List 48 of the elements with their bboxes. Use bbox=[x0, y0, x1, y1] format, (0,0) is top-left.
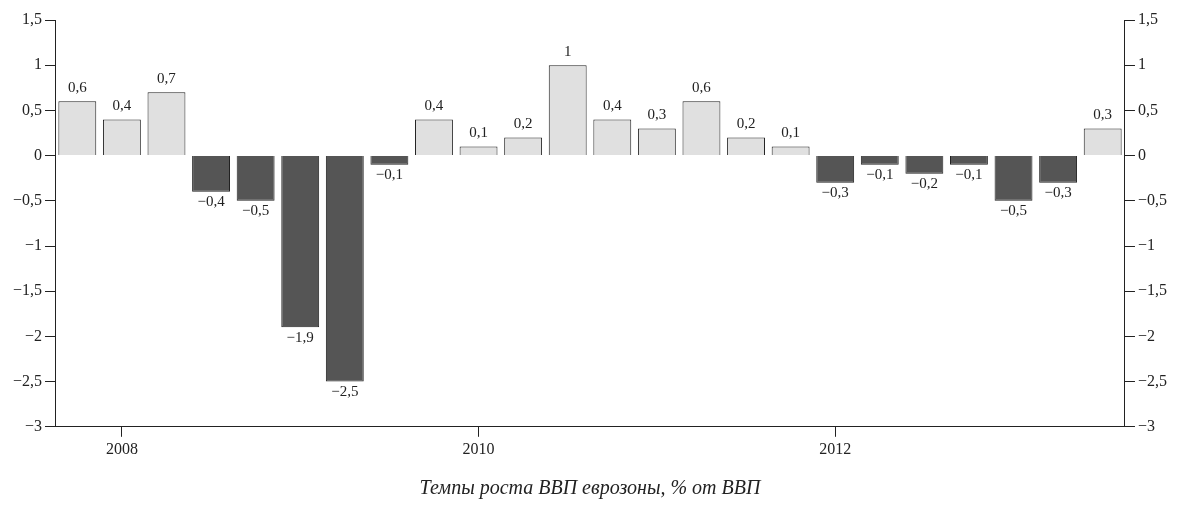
y2-tick-label: 0 bbox=[1137, 145, 1146, 163]
data-label: −0,2 bbox=[910, 175, 938, 192]
data-label: 0,1 bbox=[781, 124, 800, 140]
y2-tick-label: −2 bbox=[1137, 326, 1156, 344]
y-tick-label: −3 bbox=[24, 417, 43, 434]
data-label: 0,3 bbox=[1093, 105, 1113, 122]
data-label: 0,2 bbox=[736, 114, 756, 131]
y2-tick-label: −1 bbox=[1137, 236, 1156, 254]
data-label: 0,4 bbox=[112, 96, 132, 113]
data-label: 0,4 bbox=[602, 96, 623, 113]
y-tick-label: −2,5 bbox=[12, 371, 43, 389]
x-tick-label: 2008 bbox=[105, 439, 138, 457]
y2-tick-label: −0,5 bbox=[1137, 191, 1168, 208]
y-tick-label: 0,5 bbox=[22, 100, 43, 118]
y2-tick-label: 1,5 bbox=[1137, 10, 1158, 28]
data-label: 0,3 bbox=[647, 105, 667, 122]
data-label: −0,1 bbox=[375, 166, 403, 183]
data-label: 0,1 bbox=[469, 124, 488, 140]
data-label: −0,3 bbox=[821, 184, 849, 201]
y-tick-label: −1 bbox=[24, 236, 43, 254]
data-label: 0,4 bbox=[424, 96, 444, 113]
data-label: 0,6 bbox=[67, 78, 88, 95]
data-label: 1 bbox=[563, 42, 572, 59]
x-tick-label: 2012 bbox=[819, 439, 852, 457]
data-label: −0,1 bbox=[866, 166, 894, 183]
x-tick-label: 2010 bbox=[462, 439, 495, 457]
y-tick-label: 0 bbox=[34, 145, 43, 163]
y-tick-label: 1 bbox=[34, 55, 43, 73]
data-label: 0,2 bbox=[513, 114, 533, 131]
y-tick-label: −2 bbox=[24, 326, 43, 344]
data-label: −0,1 bbox=[955, 166, 983, 183]
y-tick-label: 1,5 bbox=[22, 10, 43, 28]
y2-tick-label: −3 bbox=[1137, 417, 1156, 434]
y2-tick-label: −2,5 bbox=[1137, 371, 1168, 389]
data-label: −0,5 bbox=[999, 202, 1028, 219]
y2-tick-label: 0,5 bbox=[1137, 100, 1158, 118]
data-label: −0,5 bbox=[242, 202, 270, 219]
y-tick-label: −0,5 bbox=[12, 191, 43, 208]
data-label: −1,9 bbox=[286, 328, 314, 345]
y2-tick-label: 1 bbox=[1137, 55, 1146, 73]
text: Темпы роста ВВП еврозоны, % от ВВП bbox=[418, 476, 763, 499]
y2-tick-label: −1,5 bbox=[1137, 281, 1168, 299]
data-label: −0,3 bbox=[1044, 184, 1072, 201]
data-label: −0,4 bbox=[197, 193, 226, 210]
data-label: 0,6 bbox=[692, 78, 712, 95]
y-tick-label: −1,5 bbox=[12, 281, 43, 299]
data-label: 0,7 bbox=[157, 69, 177, 86]
data-label: −2,5 bbox=[331, 383, 359, 400]
